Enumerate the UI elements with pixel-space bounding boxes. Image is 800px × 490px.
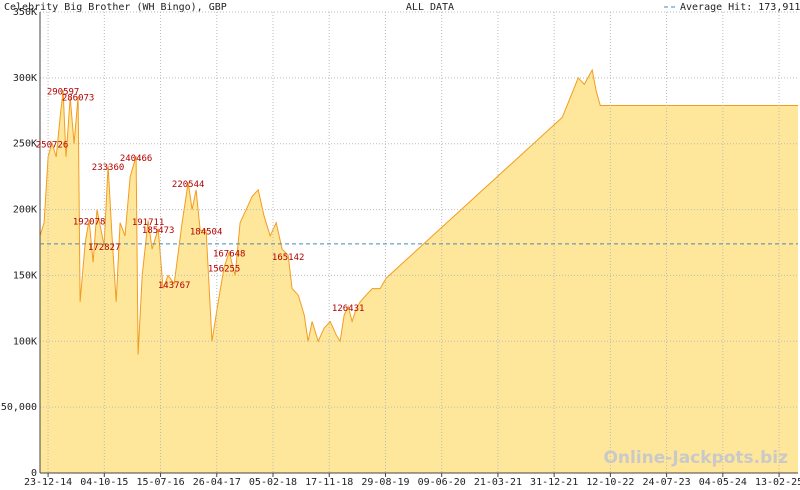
data-label: 184504 [190, 227, 223, 237]
x-tick-label: 13-02-25 [755, 477, 800, 488]
data-label: 192078 [73, 218, 106, 228]
x-tick-label: 04-10-15 [80, 477, 128, 488]
data-label: 126431 [332, 304, 365, 314]
x-tick-label: 29-08-19 [361, 477, 409, 488]
x-tick-label: 17-11-18 [305, 477, 353, 488]
area [40, 70, 798, 473]
y-tick-label: 200K [13, 205, 37, 216]
data-label: 250726 [36, 140, 69, 150]
data-label: 143767 [158, 281, 191, 291]
data-label: 172827 [88, 243, 121, 253]
data-label: 185473 [142, 226, 175, 236]
data-label: 156255 [208, 265, 241, 275]
legend-label: Average Hit: 173,911 [680, 2, 800, 13]
x-tick-label: 09-06-20 [418, 477, 466, 488]
x-tick-label: 24-07-23 [643, 477, 691, 488]
data-label: 165142 [272, 253, 305, 263]
y-tick-label: 150K [13, 270, 37, 281]
data-label: 286073 [62, 94, 95, 104]
y-tick-label: 250K [13, 139, 37, 150]
y-tick-label: 50,000 [1, 402, 37, 413]
y-tick-label: 350K [13, 7, 37, 18]
line [39, 68, 798, 355]
data-label: 167648 [213, 250, 246, 260]
x-tick-label: 21-03-21 [474, 477, 522, 488]
x-tick-label: 15-07-16 [136, 477, 184, 488]
chart-subtitle: ALL DATA [406, 2, 454, 13]
y-tick-label: 300K [13, 73, 37, 84]
data-label: 233360 [92, 163, 125, 173]
x-tick-label: 26-04-17 [193, 477, 241, 488]
data-label: 191711 [132, 218, 165, 228]
x-tick-label: 05-02-18 [249, 477, 297, 488]
data-label: 240466 [120, 154, 153, 164]
x-tick-label: 31-12-21 [530, 477, 578, 488]
y-tick-label: 100K [13, 336, 37, 347]
watermark: Online-Jackpots.biz [603, 448, 788, 468]
y-tick-label: 0 [31, 468, 37, 479]
data-label: 220544 [172, 180, 205, 190]
chart-title: Celebrity Big Brother (WH Bingo), GBP [4, 2, 227, 13]
x-tick-label: 04-05-24 [699, 477, 747, 488]
data-label: 290597 [47, 88, 80, 98]
x-tick-label: 23-12-14 [24, 477, 72, 488]
x-tick-label: 12-10-22 [586, 477, 634, 488]
